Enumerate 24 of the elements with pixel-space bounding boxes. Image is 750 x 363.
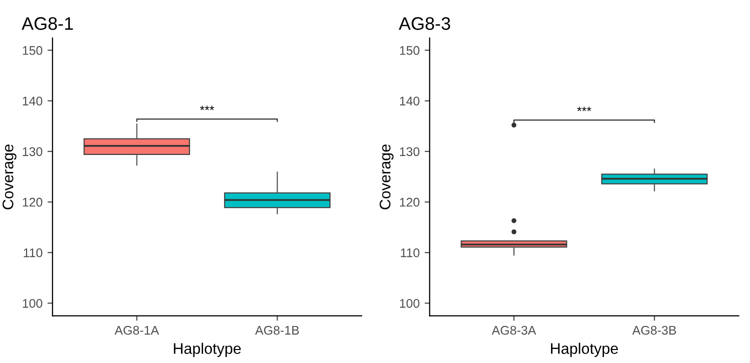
- x-tick-label: AG8-3A: [492, 326, 536, 335]
- x-axis-title: Haplotype: [174, 342, 241, 357]
- x-tick-label: AG8-1A: [114, 326, 160, 335]
- y-tick-label: 140: [22, 96, 42, 106]
- y-axis-title: Coverage: [380, 144, 394, 210]
- y-tick-label: 150: [22, 46, 42, 55]
- y-axis-title: Coverage: [2, 144, 16, 210]
- x-tick-label: AG8-1B: [255, 326, 299, 335]
- y-tick-label: 100: [400, 298, 420, 308]
- y-tick-label: 120: [22, 198, 42, 207]
- y-tick-label: 150: [400, 46, 420, 55]
- chart-title: AG8-3: [398, 17, 450, 30]
- y-tick-label: 130: [400, 147, 420, 156]
- annotation: ***: [200, 106, 214, 110]
- chart-title: AG8-1: [22, 17, 73, 30]
- x-axis-title: Haplotype: [551, 342, 618, 357]
- y-tick-label: 100: [22, 298, 42, 308]
- y-tick-label: 140: [400, 96, 420, 106]
- annotation: ***: [577, 106, 592, 112]
- y-tick-label: 120: [400, 198, 420, 207]
- x-tick-label: AG8-3B: [632, 326, 676, 335]
- y-tick-label: 130: [22, 147, 42, 156]
- y-tick-label: 110: [400, 248, 420, 258]
- y-tick-label: 110: [24, 248, 42, 258]
